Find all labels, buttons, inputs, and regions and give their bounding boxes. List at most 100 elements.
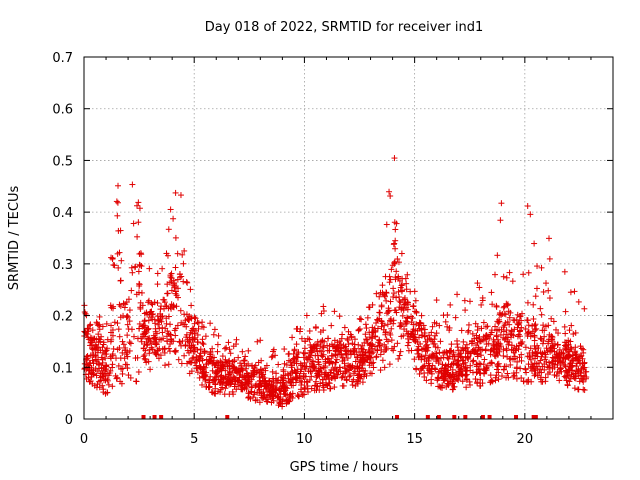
data-point <box>99 356 106 363</box>
data-point <box>535 345 542 352</box>
data-point <box>440 373 447 380</box>
data-point <box>233 336 240 343</box>
data-point <box>497 343 504 350</box>
data-point <box>264 381 271 388</box>
data-point <box>381 341 388 348</box>
data-point <box>126 347 133 354</box>
data-point <box>165 361 172 368</box>
data-point <box>448 361 455 368</box>
data-point <box>390 320 397 327</box>
data-point <box>524 299 531 306</box>
data-point <box>445 382 452 389</box>
data-point <box>561 268 568 275</box>
data-point <box>503 374 510 381</box>
data-point <box>189 355 196 362</box>
data-point <box>359 379 366 386</box>
data-point <box>396 304 403 311</box>
data-point <box>114 199 121 206</box>
data-point <box>171 327 178 334</box>
data-point <box>320 308 327 315</box>
data-point <box>124 332 131 339</box>
data-point <box>565 351 572 358</box>
data-point <box>560 354 567 361</box>
data-point <box>525 322 532 329</box>
data-point <box>285 351 292 358</box>
chart-title: Day 018 of 2022, SRMTID for receiver ind… <box>205 20 484 35</box>
data-point <box>233 367 240 374</box>
data-gap-marker <box>533 415 538 419</box>
data-point <box>541 366 548 373</box>
data-point <box>501 322 508 329</box>
data-point <box>202 376 209 383</box>
data-point <box>189 330 196 337</box>
data-point <box>136 325 143 332</box>
data-point <box>129 181 136 188</box>
data-point <box>566 327 573 334</box>
data-point <box>567 338 574 345</box>
data-point <box>225 339 232 346</box>
data-point <box>175 285 182 292</box>
data-point <box>520 271 527 278</box>
data-point <box>474 327 481 334</box>
data-point <box>469 337 476 344</box>
data-point <box>368 335 375 342</box>
data-point <box>576 353 583 360</box>
data-point <box>85 364 92 371</box>
data-point <box>574 386 581 393</box>
data-point <box>117 277 124 284</box>
data-point <box>317 329 324 336</box>
data-point <box>210 331 217 338</box>
data-point <box>418 356 425 363</box>
data-point <box>364 336 371 343</box>
data-point <box>312 378 319 385</box>
data-point <box>388 325 395 332</box>
data-point <box>383 221 390 228</box>
data-point <box>187 286 194 293</box>
data-point <box>312 325 319 332</box>
data-point <box>362 336 369 343</box>
data-point <box>188 368 195 375</box>
data-point <box>466 298 473 305</box>
data-point <box>356 315 363 322</box>
data-point <box>530 315 537 322</box>
data-point <box>349 382 356 389</box>
data-point <box>517 327 524 334</box>
data-point <box>351 336 358 343</box>
data-point <box>180 260 187 267</box>
data-point <box>192 359 199 366</box>
data-point <box>376 315 383 322</box>
data-point <box>378 323 385 330</box>
data-point <box>379 282 386 289</box>
data-gap-marker <box>225 415 230 419</box>
data-point <box>373 320 380 327</box>
data-point <box>87 321 94 328</box>
data-point <box>393 268 400 275</box>
data-point <box>340 370 347 377</box>
data-point <box>87 342 94 349</box>
data-point <box>227 350 234 357</box>
data-point <box>522 344 529 351</box>
y-tick-label: 0.6 <box>52 103 73 118</box>
data-point <box>115 326 122 333</box>
data-point <box>123 361 130 368</box>
data-point <box>172 332 179 339</box>
data-point <box>445 355 452 362</box>
data-point <box>269 382 276 389</box>
data-point <box>418 353 425 360</box>
data-point <box>95 322 102 329</box>
data-point <box>259 375 266 382</box>
data-point <box>264 398 271 405</box>
data-point <box>199 357 206 364</box>
data-point <box>396 323 403 330</box>
data-point <box>195 320 202 327</box>
data-point <box>181 321 188 328</box>
data-point <box>547 347 554 354</box>
data-point <box>506 314 513 321</box>
data-point <box>437 338 444 345</box>
data-point <box>504 353 511 360</box>
data-point <box>315 371 322 378</box>
data-point <box>462 344 469 351</box>
data-point <box>355 327 362 334</box>
data-point <box>554 362 561 369</box>
data-point <box>360 346 367 353</box>
